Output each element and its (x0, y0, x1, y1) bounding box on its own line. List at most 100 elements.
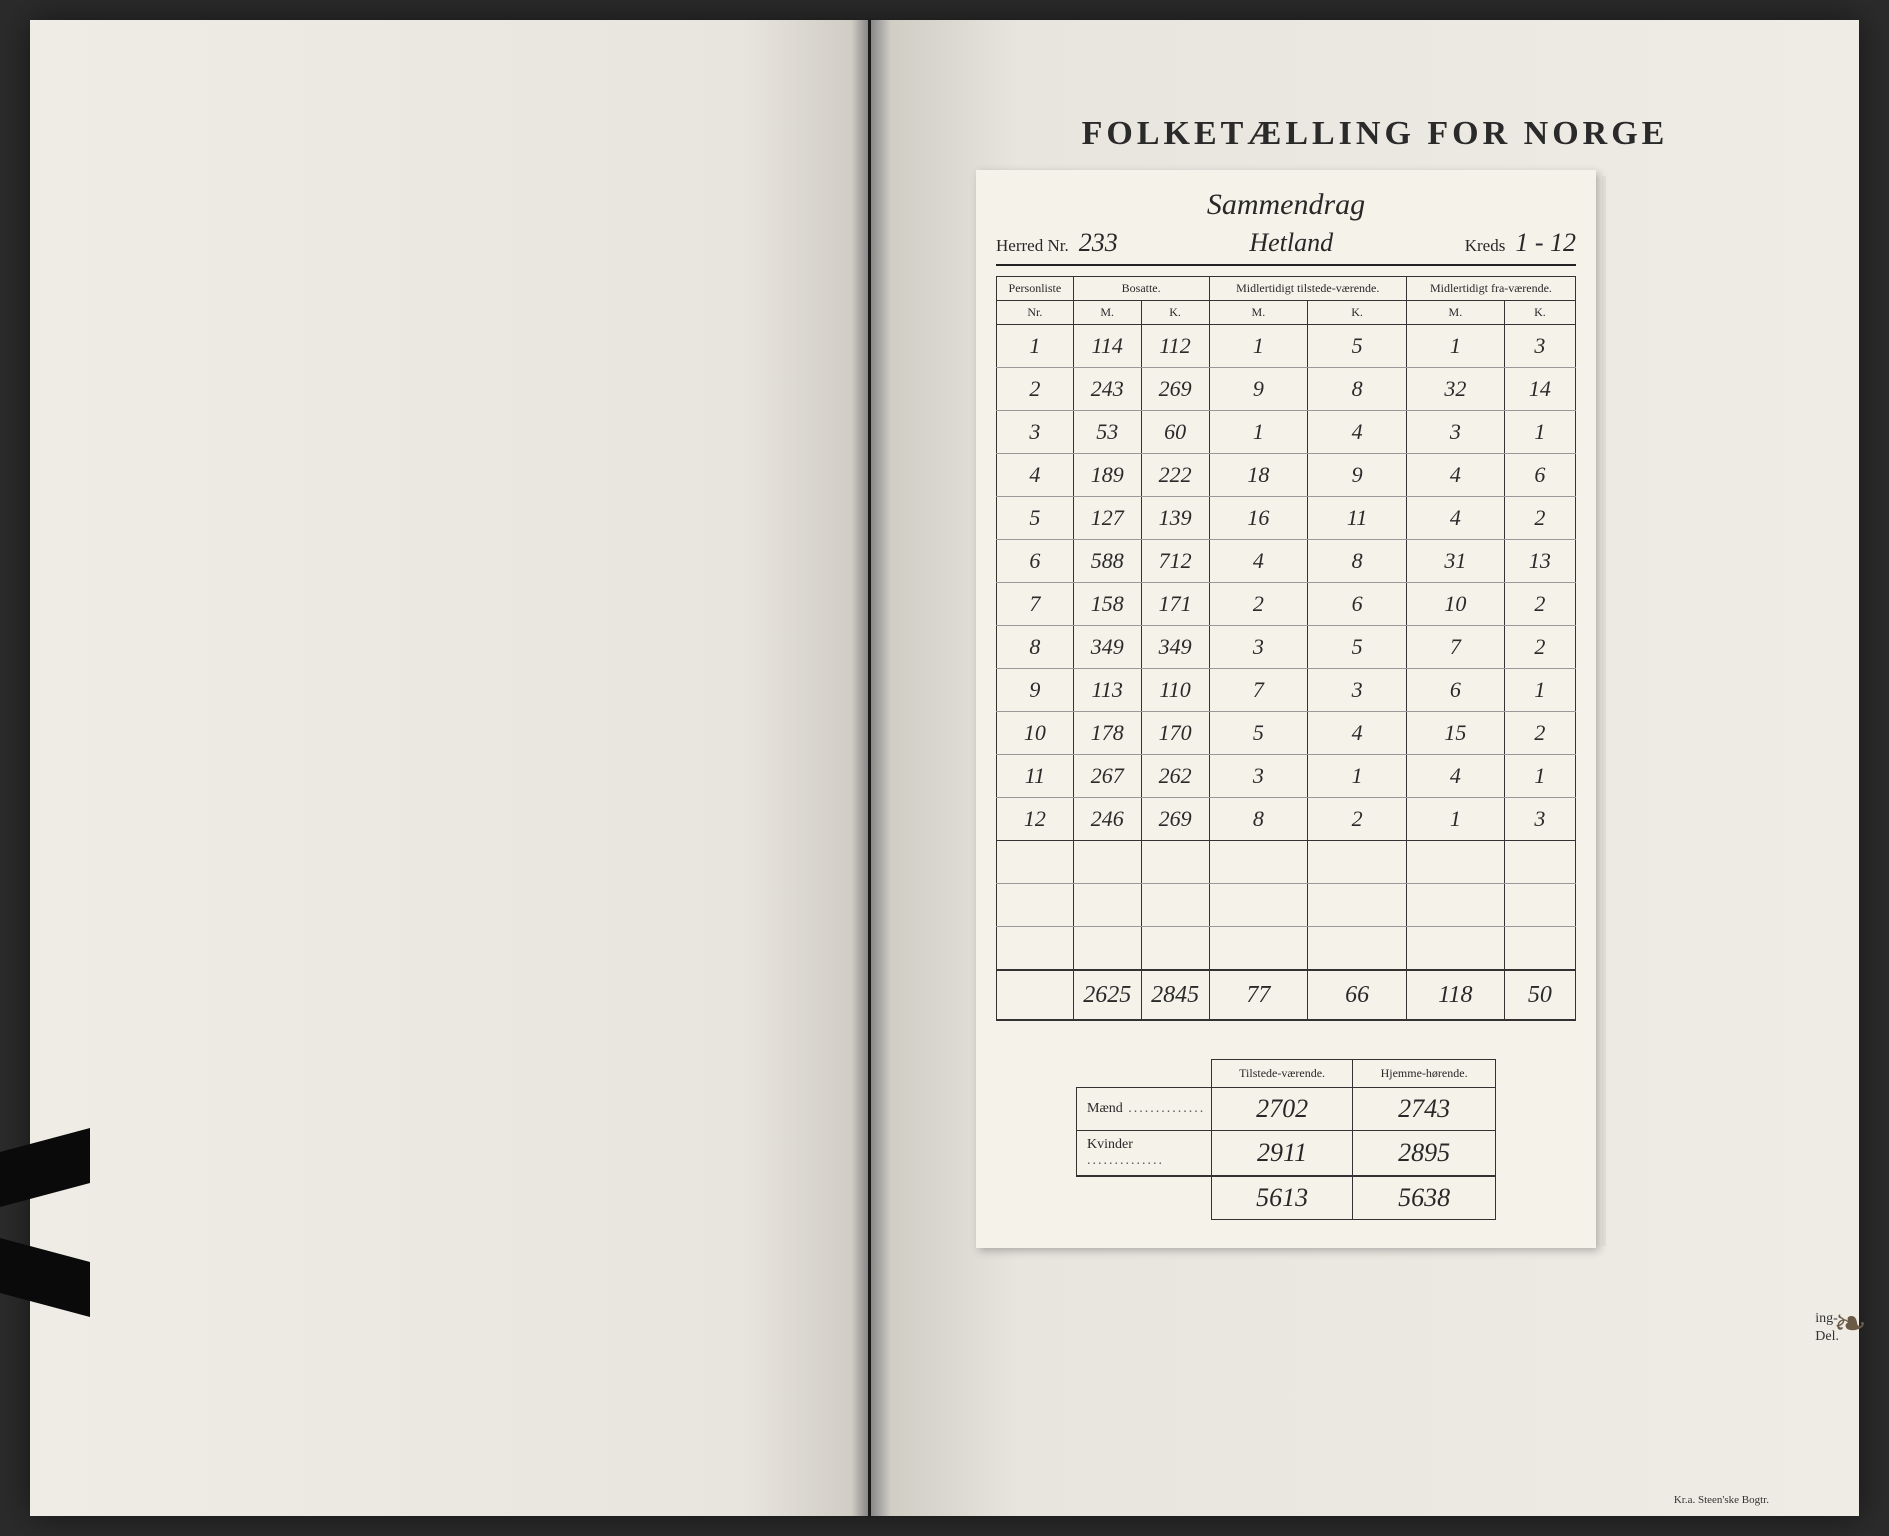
table-body: 1114112151322432699832143536014314189222… (997, 325, 1576, 841)
cell-fk: 14 (1504, 368, 1575, 411)
table-row: 91131107361 (997, 669, 1576, 712)
cell-fm: 10 (1406, 583, 1504, 626)
cell-fk: 1 (1504, 755, 1575, 798)
cell-fm: 3 (1406, 411, 1504, 454)
cell-bm: 246 (1073, 798, 1141, 841)
cell-fk: 2 (1504, 626, 1575, 669)
page-ornament-icon: ❧ (1833, 1300, 1867, 1347)
cell-bm: 178 (1073, 712, 1141, 755)
background-page-title: FOLKETÆLLING FOR NORGE (951, 115, 1799, 153)
cell-fm: 31 (1406, 540, 1504, 583)
left-page (30, 20, 871, 1516)
cell-bk: 712 (1141, 540, 1209, 583)
cell-tm: 18 (1209, 454, 1308, 497)
total-blank (997, 970, 1074, 1020)
cell-fm: 7 (1406, 626, 1504, 669)
cell-nr: 11 (997, 755, 1074, 798)
kvinder-tilstede: 2911 (1212, 1131, 1353, 1177)
table-row: 2243269983214 (997, 368, 1576, 411)
cell-nr: 8 (997, 626, 1074, 669)
cell-bk: 60 (1141, 411, 1209, 454)
cell-nr: 7 (997, 583, 1074, 626)
col-k: K. (1308, 301, 1407, 325)
cell-fk: 2 (1504, 497, 1575, 540)
binding-tab-icon (0, 1128, 90, 1207)
col-hjemme: Hjemme-hørende. (1353, 1060, 1496, 1088)
cell-tm: 3 (1209, 626, 1308, 669)
cell-bk: 349 (1141, 626, 1209, 669)
total-fk: 50 (1504, 970, 1575, 1020)
summary-heading: Sammendrag (996, 188, 1576, 222)
table-empty-rows (997, 841, 1576, 971)
cell-tm: 4 (1209, 540, 1308, 583)
cell-bk: 269 (1141, 368, 1209, 411)
total-tilstede: 5613 (1212, 1176, 1353, 1220)
col-personliste: Personliste (997, 277, 1074, 301)
cell-tk: 2 (1308, 798, 1407, 841)
cell-tk: 8 (1308, 540, 1407, 583)
cell-fm: 4 (1406, 755, 1504, 798)
cell-tk: 8 (1308, 368, 1407, 411)
summary-box: Tilstede-værende. Hjemme-hørende. Mænd 2… (1076, 1059, 1496, 1220)
total-bk: 2845 (1141, 970, 1209, 1020)
col-k: K. (1141, 301, 1209, 325)
cell-bm: 127 (1073, 497, 1141, 540)
table-row: 715817126102 (997, 583, 1576, 626)
cell-fm: 1 (1406, 325, 1504, 368)
cell-bm: 588 (1073, 540, 1141, 583)
cell-tm: 8 (1209, 798, 1308, 841)
herred-label: Herred Nr. (996, 236, 1069, 256)
cell-fk: 13 (1504, 540, 1575, 583)
table-row: 353601431 (997, 411, 1576, 454)
cell-bk: 269 (1141, 798, 1209, 841)
cell-bk: 110 (1141, 669, 1209, 712)
cell-tk: 3 (1308, 669, 1407, 712)
total-tm: 77 (1209, 970, 1308, 1020)
cell-bk: 170 (1141, 712, 1209, 755)
cell-fm: 1 (1406, 798, 1504, 841)
col-k: K. (1504, 301, 1575, 325)
cell-bk: 222 (1141, 454, 1209, 497)
cell-fk: 3 (1504, 325, 1575, 368)
cell-tm: 1 (1209, 325, 1308, 368)
cell-tk: 5 (1308, 325, 1407, 368)
row-kvinder-label: Kvinder (1077, 1131, 1212, 1177)
cell-tm: 9 (1209, 368, 1308, 411)
cell-bk: 112 (1141, 325, 1209, 368)
table-footer: 2625 2845 77 66 118 50 (997, 970, 1576, 1020)
col-midl-fra: Midlertidigt fra-værende. (1406, 277, 1575, 301)
row-total-blank (1077, 1176, 1212, 1220)
total-hjemme: 5638 (1353, 1176, 1496, 1220)
cell-tm: 5 (1209, 712, 1308, 755)
printer-credit: Kr.a. Steen'ske Bogtr. (1674, 1494, 1769, 1506)
total-tk: 66 (1308, 970, 1407, 1020)
census-table: Personliste Bosatte. Midlertidigt tilste… (996, 276, 1576, 1021)
cell-bk: 171 (1141, 583, 1209, 626)
table-row: 418922218946 (997, 454, 1576, 497)
cell-bm: 53 (1073, 411, 1141, 454)
cell-tk: 11 (1308, 497, 1407, 540)
cell-nr: 10 (997, 712, 1074, 755)
right-page: FOLKETÆLLING FOR NORGE Sammendrag Herred… (871, 20, 1859, 1516)
total-bm: 2625 (1073, 970, 1141, 1020)
cell-bm: 349 (1073, 626, 1141, 669)
summary-table: Tilstede-værende. Hjemme-hørende. Mænd 2… (1076, 1059, 1496, 1220)
cell-fk: 2 (1504, 712, 1575, 755)
cell-bk: 262 (1141, 755, 1209, 798)
cell-bm: 113 (1073, 669, 1141, 712)
col-bosatte: Bosatte. (1073, 277, 1209, 301)
row-maend-label: Mænd (1077, 1088, 1212, 1131)
cell-tm: 2 (1209, 583, 1308, 626)
census-form-sheet: Sammendrag Herred Nr. 233 Hetland Kreds … (976, 170, 1596, 1248)
binding-tab-icon (0, 1238, 90, 1317)
col-m: M. (1406, 301, 1504, 325)
cell-fk: 2 (1504, 583, 1575, 626)
cell-nr: 3 (997, 411, 1074, 454)
herred-number: 233 (1079, 228, 1118, 258)
kreds-range: 1 - 12 (1515, 228, 1576, 258)
cell-nr: 6 (997, 540, 1074, 583)
cell-nr: 9 (997, 669, 1074, 712)
cell-nr: 12 (997, 798, 1074, 841)
cell-tm: 1 (1209, 411, 1308, 454)
summary-blank-header (1077, 1060, 1212, 1088)
